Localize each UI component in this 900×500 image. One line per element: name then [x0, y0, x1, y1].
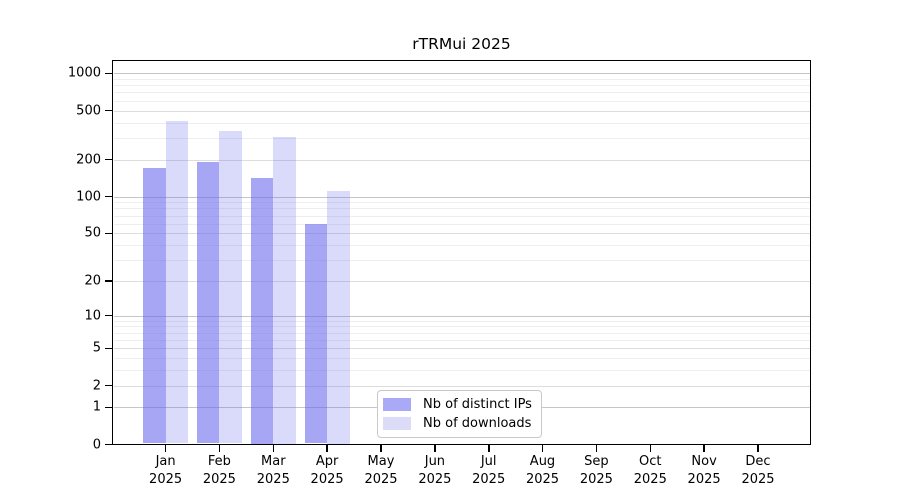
y-tick-label-50: 50 — [84, 225, 101, 241]
bar-nb-of-distinct-ips-jan — [143, 167, 166, 444]
gridline-y-40 — [114, 245, 810, 246]
x-tick-label-may: May 2025 — [364, 454, 398, 488]
x-tick-sep — [595, 444, 598, 452]
y-tick-100 — [105, 195, 112, 198]
legend-swatch-downloads — [383, 417, 411, 430]
gridline-y-400 — [114, 122, 810, 124]
x-tick-label-aug: Aug 2025 — [525, 454, 560, 488]
chart-title: rTRMui 2025 — [412, 35, 511, 53]
y-tick-5 — [105, 347, 112, 349]
gridline-y-4 — [114, 358, 810, 359]
gridline-y-6 — [114, 339, 810, 341]
x-tick-may — [380, 444, 382, 452]
gridline-y-900 — [114, 79, 810, 80]
gridline-y-5 — [114, 348, 810, 350]
gridline-y-800 — [114, 85, 810, 87]
gridline-y-9 — [114, 320, 810, 322]
x-tick-label-jan: Jan 2025 — [149, 454, 183, 488]
gridline-y-20 — [114, 280, 810, 282]
x-tick-nov — [703, 444, 705, 452]
gridline-y-700 — [114, 92, 810, 94]
gridline-y-500 — [114, 110, 810, 112]
bar-nb-of-downloads-mar — [273, 136, 296, 444]
gridline-y-100 — [114, 196, 810, 198]
y-tick-label-100: 100 — [76, 189, 101, 204]
bar-nb-of-downloads-apr — [327, 191, 350, 444]
x-tick-jul — [488, 444, 490, 452]
x-tick-label-oct: Oct 2025 — [633, 454, 667, 488]
gridline-y-50 — [114, 233, 810, 235]
gridline-y-10 — [114, 315, 810, 317]
x-tick-label-jun: Jun 2025 — [418, 454, 452, 488]
y-tick-label-1000: 1000 — [67, 65, 101, 81]
y-tick-20 — [105, 280, 112, 282]
gridline-y-600 — [114, 100, 810, 102]
axes-frame — [112, 60, 811, 445]
bar-nb-of-distinct-ips-mar — [250, 177, 274, 444]
x-tick-label-sep: Sep 2025 — [579, 454, 613, 488]
gridline-y-2 — [114, 385, 810, 387]
y-tick-2 — [105, 384, 112, 387]
y-tick-label-1: 1 — [92, 399, 101, 415]
x-tick-label-dec: Dec 2025 — [741, 454, 775, 488]
x-tick-apr — [326, 444, 328, 452]
x-tick-label-mar: Mar 2025 — [256, 454, 290, 488]
y-tick-label-200: 200 — [76, 152, 101, 168]
y-tick-label-10: 10 — [84, 308, 101, 324]
x-tick-oct — [649, 444, 651, 452]
y-tick-0 — [105, 443, 112, 446]
y-tick-label-5: 5 — [92, 340, 101, 356]
x-tick-label-jul: Jul 2025 — [472, 454, 506, 488]
legend-label-downloads: Nb of downloads — [423, 416, 532, 431]
x-tick-aug — [541, 444, 544, 452]
x-tick-jan — [164, 444, 167, 452]
legend-item-distinct-ips: Nb of distinct IPs — [383, 397, 536, 412]
y-tick-label-0: 0 — [92, 437, 101, 452]
x-tick-label-feb: Feb 2025 — [202, 454, 236, 488]
legend-swatch-distinct-ips — [383, 398, 411, 411]
gridline-y-7 — [114, 332, 810, 334]
gridline-y-90 — [114, 202, 810, 204]
bar-nb-of-downloads-feb — [219, 131, 242, 444]
gridline-y-8 — [114, 326, 810, 328]
x-tick-jun — [434, 444, 436, 452]
x-tick-dec — [757, 444, 759, 452]
x-tick-feb — [218, 444, 221, 452]
bar-nb-of-distinct-ips-apr — [304, 223, 328, 444]
x-tick-label-apr: Apr 2025 — [310, 454, 344, 488]
y-tick-500 — [105, 109, 112, 112]
y-tick-label-500: 500 — [76, 103, 101, 118]
x-tick-label-nov: Nov 2025 — [687, 454, 721, 488]
y-tick-50 — [105, 232, 112, 234]
bar-nb-of-distinct-ips-feb — [196, 162, 220, 444]
gridline-y-200 — [114, 159, 810, 161]
y-tick-200 — [105, 158, 112, 161]
gridline-y-60 — [114, 223, 810, 225]
y-tick-1000 — [105, 72, 112, 75]
y-tick-1 — [105, 406, 112, 408]
legend: Nb of distinct IPs Nb of downloads — [377, 390, 542, 438]
gridline-y-30 — [114, 260, 810, 261]
bar-nb-of-downloads-jan — [165, 120, 189, 444]
legend-item-downloads: Nb of downloads — [383, 416, 536, 431]
gridline-y-70 — [114, 215, 810, 217]
gridline-y-80 — [114, 208, 810, 210]
y-tick-label-2: 2 — [92, 378, 101, 393]
x-tick-mar — [272, 444, 275, 452]
legend-label-distinct-ips: Nb of distinct IPs — [423, 397, 532, 412]
gridline-y-1000 — [114, 73, 810, 75]
gridline-y-300 — [114, 137, 810, 139]
y-tick-10 — [105, 314, 112, 317]
gridline-y-3 — [114, 370, 810, 371]
y-tick-label-20: 20 — [84, 273, 101, 289]
